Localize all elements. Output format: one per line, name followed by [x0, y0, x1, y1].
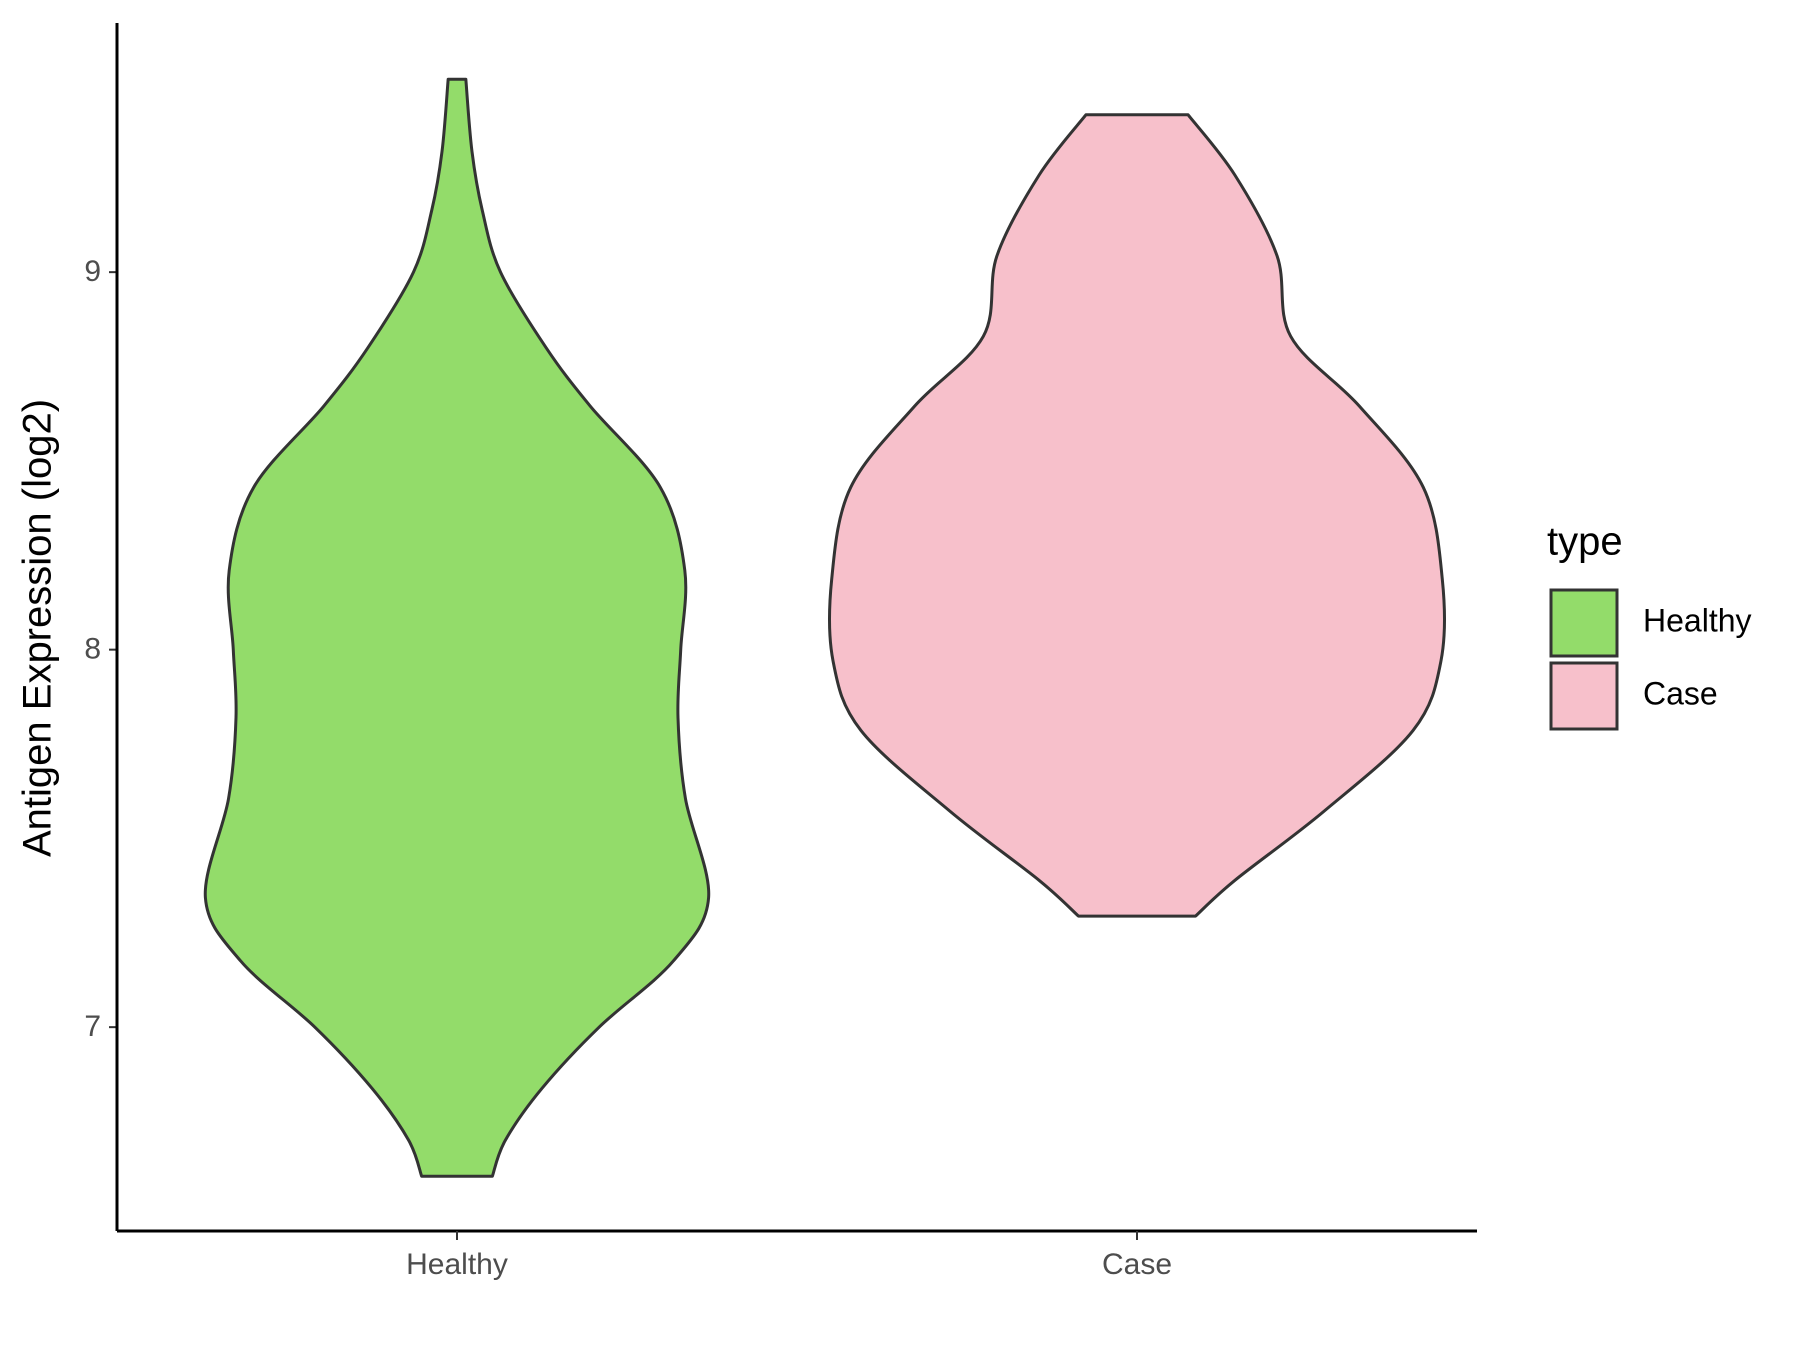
y-tick-label: 7 [84, 1010, 101, 1043]
legend-title: type [1547, 520, 1623, 564]
legend-label: Healthy [1643, 602, 1752, 638]
violin-half [205, 79, 457, 1177]
violin-outline [457, 77, 711, 1178]
legend-swatch [1549, 588, 1619, 658]
x-tick-label: Case [1102, 1248, 1172, 1281]
violin-half [829, 114, 1137, 917]
legend-swatch [1549, 661, 1619, 731]
violin-outline [1137, 113, 1447, 918]
y-tick-label: 8 [84, 633, 101, 666]
legend-label: Case [1643, 675, 1718, 711]
violin-half [457, 79, 709, 1177]
violin-outline [203, 77, 457, 1178]
x-tick-label: Healthy [406, 1248, 508, 1281]
violin-outline [827, 113, 1137, 918]
y-tick-label: 9 [84, 255, 101, 288]
violin-half [1137, 114, 1445, 917]
y-axis-title: Antigen Expression (log2) [16, 399, 60, 857]
